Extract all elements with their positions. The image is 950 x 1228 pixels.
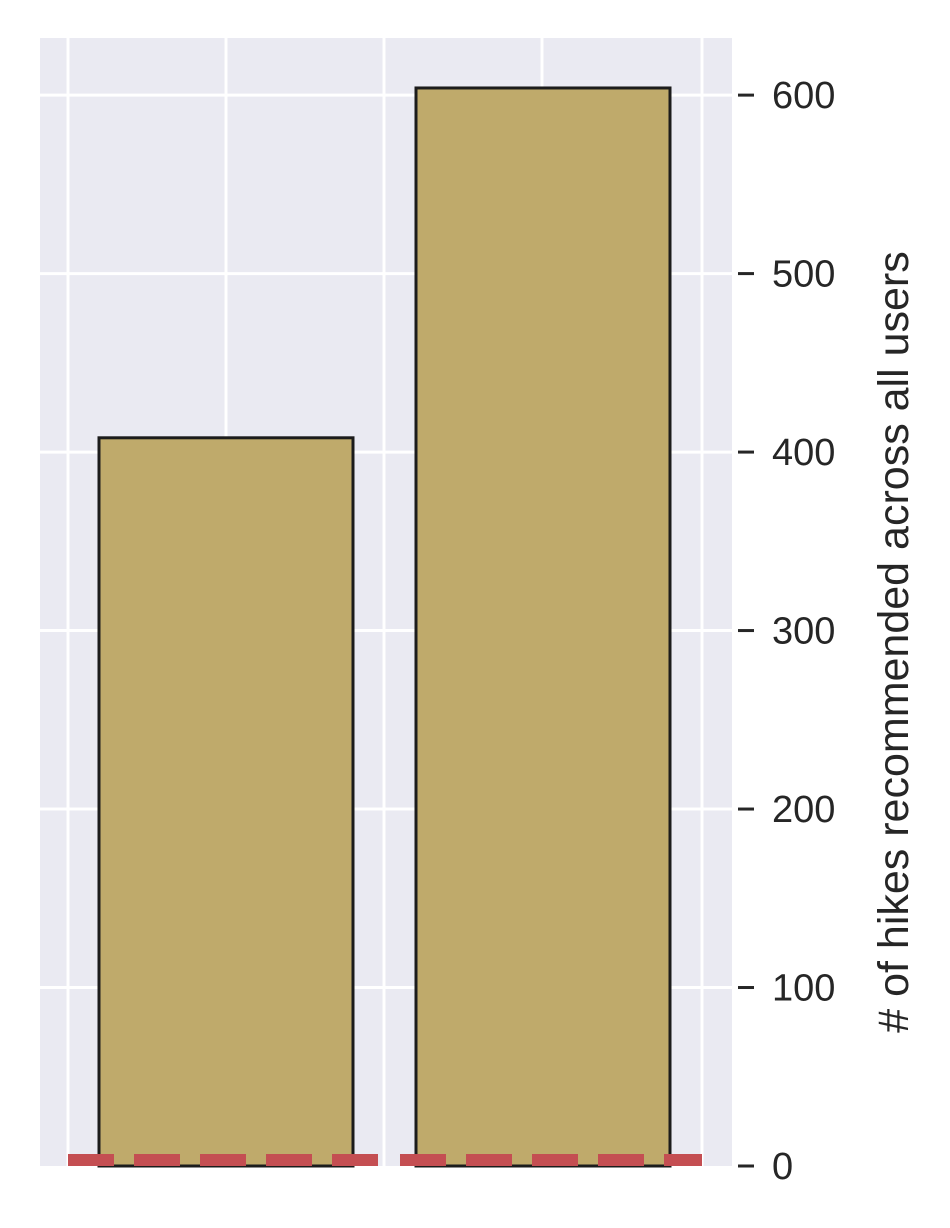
y-tick-label: 200 <box>772 789 835 831</box>
y-tick-label: 300 <box>772 611 835 653</box>
y-tick-label: 0 <box>772 1146 793 1188</box>
y-axis: 0 100 200 300 400 500 600 <box>738 75 835 1188</box>
y-tick-label: 600 <box>772 75 835 117</box>
y-tick-label: 100 <box>772 968 835 1010</box>
y-tick-label: 500 <box>772 254 835 296</box>
bar <box>97 436 355 1168</box>
bar <box>414 86 672 1168</box>
y-axis-label: # of hikes recommended across all users <box>870 251 918 1033</box>
y-tick-label: 400 <box>772 432 835 474</box>
bars <box>97 86 672 1168</box>
